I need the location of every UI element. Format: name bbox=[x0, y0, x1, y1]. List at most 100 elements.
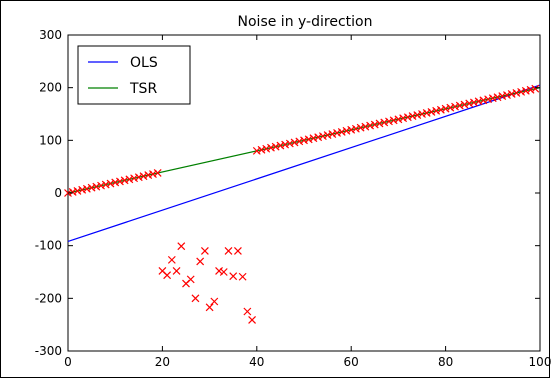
data-point-stroke bbox=[375, 119, 384, 128]
data-point bbox=[347, 125, 356, 134]
data-point-stroke bbox=[427, 107, 436, 116]
data-point-stroke bbox=[233, 247, 242, 255]
data-point-stroke bbox=[488, 94, 497, 103]
data-point-stroke bbox=[281, 140, 290, 149]
data-point bbox=[130, 174, 139, 183]
data-point bbox=[267, 143, 275, 152]
data-point bbox=[186, 275, 195, 284]
data-point-stroke bbox=[347, 125, 356, 134]
data-point bbox=[314, 133, 323, 142]
data-point-stroke bbox=[219, 268, 228, 276]
y-tick-label: 300 bbox=[39, 28, 62, 42]
legend-label-tsr: TSR bbox=[129, 81, 157, 97]
data-point-stroke bbox=[451, 102, 459, 111]
x-tick-label: 0 bbox=[64, 355, 72, 369]
data-point bbox=[474, 97, 483, 106]
data-point-stroke bbox=[243, 307, 252, 316]
data-point bbox=[385, 117, 393, 126]
data-point bbox=[366, 121, 375, 130]
data-point-stroke bbox=[285, 139, 294, 148]
data-point bbox=[271, 142, 280, 151]
data-point bbox=[512, 89, 521, 97]
data-point bbox=[484, 95, 493, 104]
y-tick-label: 100 bbox=[39, 133, 62, 147]
data-point-stroke bbox=[73, 186, 82, 195]
data-point bbox=[451, 102, 459, 111]
data-point-stroke bbox=[92, 182, 101, 191]
data-point bbox=[389, 116, 398, 125]
data-point-stroke bbox=[115, 177, 124, 186]
data-point-stroke bbox=[262, 144, 271, 153]
data-point-stroke bbox=[167, 255, 176, 264]
series-line-ols bbox=[67, 84, 541, 243]
data-point bbox=[351, 124, 360, 133]
data-point bbox=[115, 177, 124, 186]
data-point-stroke bbox=[460, 100, 469, 109]
data-point bbox=[295, 137, 304, 146]
data-point bbox=[446, 103, 455, 112]
data-point bbox=[281, 140, 290, 149]
data-point bbox=[248, 316, 257, 324]
data-point bbox=[238, 272, 247, 281]
data-point bbox=[139, 172, 148, 181]
data-point-stroke bbox=[479, 96, 488, 105]
data-point bbox=[120, 176, 129, 185]
data-point bbox=[290, 138, 299, 147]
data-point bbox=[337, 127, 346, 136]
data-point-stroke bbox=[418, 110, 426, 118]
y-tick-label: 0 bbox=[54, 186, 62, 200]
data-point bbox=[233, 247, 242, 255]
data-point bbox=[432, 106, 441, 115]
legend-box bbox=[77, 45, 191, 105]
data-point-stroke bbox=[380, 118, 389, 127]
x-tick-label: 80 bbox=[438, 355, 453, 369]
data-point-stroke bbox=[82, 184, 91, 193]
data-point-stroke bbox=[512, 89, 521, 97]
data-point-stroke bbox=[342, 126, 351, 135]
data-point bbox=[300, 136, 308, 145]
data-point-stroke bbox=[413, 111, 422, 119]
data-point-stroke bbox=[248, 316, 257, 324]
data-point-stroke bbox=[531, 84, 540, 93]
data-point bbox=[191, 294, 200, 303]
data-point bbox=[196, 257, 205, 266]
data-point-stroke bbox=[97, 181, 105, 190]
data-point-stroke bbox=[314, 133, 323, 142]
data-point bbox=[418, 110, 426, 118]
data-point bbox=[465, 99, 474, 108]
data-point bbox=[479, 96, 488, 105]
data-point-stroke bbox=[526, 85, 535, 94]
data-point-stroke bbox=[503, 91, 511, 99]
data-point-stroke bbox=[224, 247, 233, 255]
data-point-stroke bbox=[521, 86, 530, 95]
data-point-stroke bbox=[422, 109, 431, 117]
data-point bbox=[205, 303, 214, 312]
data-point bbox=[68, 188, 77, 196]
x-tick-label: 100 bbox=[529, 355, 552, 369]
data-point-stroke bbox=[149, 170, 157, 178]
data-point-stroke bbox=[139, 172, 148, 181]
data-point bbox=[144, 171, 153, 180]
data-point-stroke bbox=[465, 99, 474, 108]
data-point-stroke bbox=[196, 257, 205, 266]
data-point bbox=[441, 104, 450, 113]
data-point-stroke bbox=[177, 242, 186, 251]
data-point-stroke bbox=[474, 97, 483, 106]
data-point-stroke bbox=[517, 87, 526, 96]
data-point-stroke bbox=[300, 136, 308, 145]
data-point bbox=[252, 146, 261, 155]
data-point-stroke bbox=[333, 129, 341, 137]
data-point-stroke bbox=[101, 180, 110, 189]
data-point bbox=[507, 90, 516, 98]
data-point bbox=[309, 134, 318, 143]
data-point bbox=[342, 126, 351, 135]
data-point-stroke bbox=[238, 272, 247, 281]
data-point-stroke bbox=[361, 122, 370, 131]
data-point bbox=[210, 297, 219, 306]
data-point-stroke bbox=[356, 123, 365, 132]
data-point bbox=[526, 85, 535, 94]
data-point-stroke bbox=[385, 117, 393, 126]
data-point bbox=[380, 118, 389, 127]
data-point-stroke bbox=[498, 92, 507, 101]
